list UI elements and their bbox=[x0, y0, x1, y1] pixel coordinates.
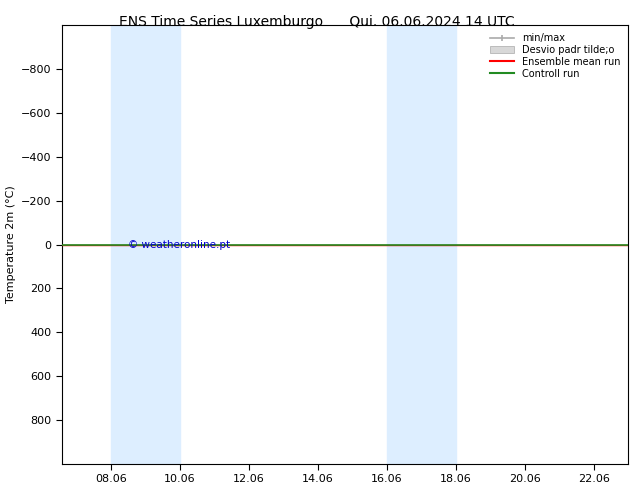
Legend: min/max, Desvio padr tilde;o, Ensemble mean run, Controll run: min/max, Desvio padr tilde;o, Ensemble m… bbox=[487, 30, 624, 82]
Y-axis label: Temperature 2m (°C): Temperature 2m (°C) bbox=[6, 186, 16, 303]
Bar bbox=[111, 25, 180, 464]
Text: ENS Time Series Luxemburgo      Qui. 06.06.2024 14 UTC: ENS Time Series Luxemburgo Qui. 06.06.20… bbox=[119, 15, 515, 29]
Text: © weatheronline.pt: © weatheronline.pt bbox=[128, 240, 230, 249]
Bar bbox=[387, 25, 456, 464]
